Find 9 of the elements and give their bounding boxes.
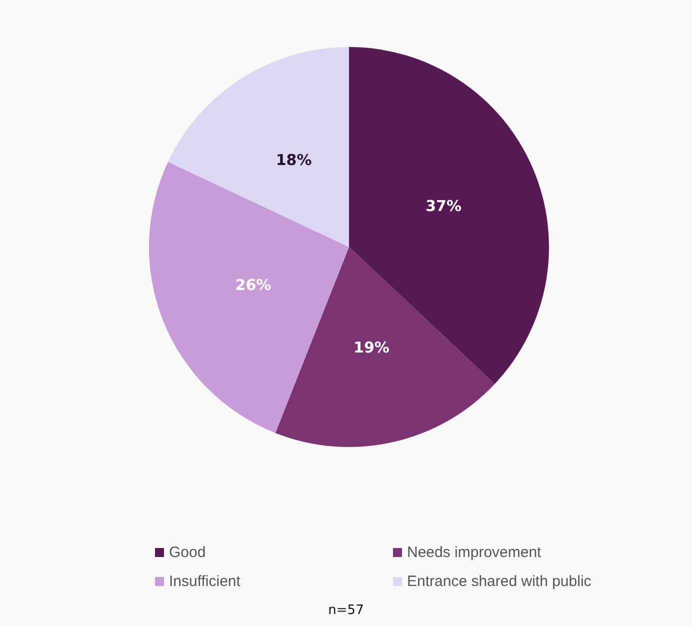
data-label: 37% [426, 197, 462, 216]
legend-label: Needs improvement [407, 544, 542, 561]
data-label: 18% [276, 151, 312, 170]
legend-label: Insufficient [169, 573, 242, 590]
legend-label: Good [169, 544, 206, 561]
data-label: 19% [354, 338, 390, 357]
text: n=57 [328, 603, 364, 618]
data-label: 26% [235, 276, 272, 294]
legend-label: Entrance shared with public [407, 573, 592, 590]
